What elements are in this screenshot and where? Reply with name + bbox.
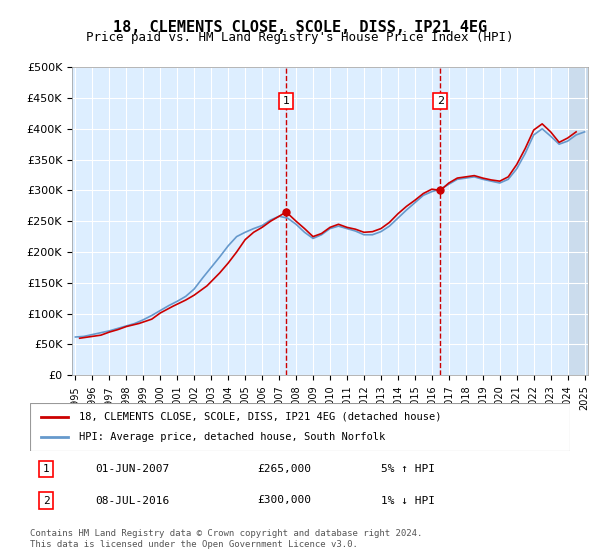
Text: Price paid vs. HM Land Registry's House Price Index (HPI): Price paid vs. HM Land Registry's House …	[86, 31, 514, 44]
Text: 01-JUN-2007: 01-JUN-2007	[95, 464, 169, 474]
Text: 2: 2	[437, 96, 444, 106]
Text: 18, CLEMENTS CLOSE, SCOLE, DISS, IP21 4EG (detached house): 18, CLEMENTS CLOSE, SCOLE, DISS, IP21 4E…	[79, 412, 441, 422]
Text: £300,000: £300,000	[257, 496, 311, 506]
Text: 1: 1	[283, 96, 290, 106]
Text: Contains HM Land Registry data © Crown copyright and database right 2024.
This d: Contains HM Land Registry data © Crown c…	[30, 529, 422, 549]
Bar	[568, 67, 588, 375]
Text: 2: 2	[43, 496, 50, 506]
FancyBboxPatch shape	[30, 403, 570, 451]
Text: HPI: Average price, detached house, South Norfolk: HPI: Average price, detached house, Sout…	[79, 432, 385, 442]
Text: 08-JUL-2016: 08-JUL-2016	[95, 496, 169, 506]
Text: 5% ↑ HPI: 5% ↑ HPI	[381, 464, 435, 474]
Text: 1: 1	[43, 464, 50, 474]
Text: £265,000: £265,000	[257, 464, 311, 474]
Text: 18, CLEMENTS CLOSE, SCOLE, DISS, IP21 4EG: 18, CLEMENTS CLOSE, SCOLE, DISS, IP21 4E…	[113, 20, 487, 35]
Text: 1% ↓ HPI: 1% ↓ HPI	[381, 496, 435, 506]
